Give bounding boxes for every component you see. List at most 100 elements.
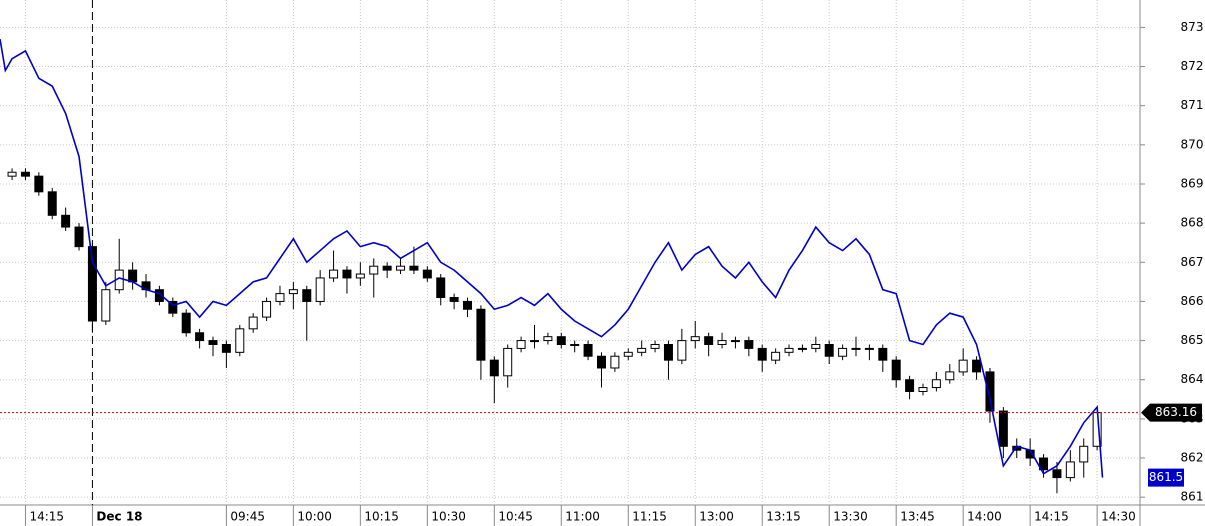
y-tick-label: 862 [1181, 451, 1204, 465]
candle-body [851, 347, 861, 350]
candle-body [891, 359, 901, 381]
candle-body [248, 316, 258, 330]
x-tick-label: 09:45 [230, 510, 265, 524]
candle-body [530, 340, 540, 343]
line-series [0, 39, 1104, 478]
y-tick-label: 864 [1181, 372, 1204, 386]
candle-body [744, 340, 754, 349]
x-tick-label: 10:00 [297, 510, 332, 524]
x-tick-label: 14:15 [1034, 510, 1069, 524]
candle-body [583, 343, 593, 357]
x-tick-label: 10:15 [364, 510, 399, 524]
x-tick-label: 14:30 [1101, 510, 1136, 524]
plot-area [0, 0, 1140, 505]
candle-body [476, 308, 486, 361]
candle-body [449, 297, 459, 302]
candle-body [797, 347, 807, 350]
candle-body [878, 347, 888, 361]
y-tick-label: 867 [1181, 255, 1204, 269]
candle-body [208, 340, 218, 345]
candle-body [838, 347, 848, 357]
x-tick-label: 11:15 [632, 510, 667, 524]
line-last-box [1148, 468, 1184, 487]
last-price-label: 863.16 [1155, 405, 1197, 419]
candle-body [663, 343, 673, 361]
candle-body [288, 289, 298, 295]
candle-body [74, 226, 84, 248]
y-tick-label: 872 [1181, 59, 1204, 73]
candle-body [972, 359, 982, 373]
y-tick-label: 873 [1181, 20, 1204, 34]
candle-body [543, 336, 553, 342]
candle-body [128, 269, 138, 283]
candle-body [637, 347, 647, 353]
candle-body [824, 343, 834, 357]
y-tick-label: 861 [1181, 490, 1204, 504]
candle-body [1065, 461, 1075, 479]
candle-body [757, 347, 767, 361]
candle-body [47, 191, 57, 216]
y-tick-label: 871 [1181, 98, 1204, 112]
candle-body [771, 351, 781, 361]
x-tick-label: 13:00 [699, 510, 734, 524]
x-tick-label: Dec 18 [96, 510, 142, 524]
candle-body [730, 340, 740, 343]
candle-body [329, 269, 339, 279]
candle-body [101, 289, 111, 322]
candle-body [20, 171, 30, 177]
candle-body [1039, 457, 1049, 471]
candle-body [905, 379, 915, 392]
x-tick-label: 13:45 [900, 510, 935, 524]
candle-body [342, 269, 352, 279]
y-tick-label: 869 [1181, 176, 1204, 190]
candle-body [7, 171, 17, 177]
candle-body [570, 343, 580, 346]
candle-body [302, 289, 312, 302]
candle-body [315, 277, 325, 302]
candle-body [918, 387, 928, 392]
candle-body [489, 359, 499, 377]
candle-body [382, 265, 392, 271]
x-tick-label: 13:30 [833, 510, 868, 524]
candle-body [503, 347, 513, 377]
y-tick-label: 865 [1181, 333, 1204, 347]
candle-body [945, 371, 955, 381]
x-tick-label: 10:30 [431, 510, 466, 524]
candle-body [396, 265, 406, 271]
candle-body [275, 293, 285, 302]
candle-body [195, 332, 205, 342]
y-tick-label: 866 [1181, 294, 1204, 308]
line-last-label: 861.5 [1149, 470, 1183, 484]
candle-body [998, 410, 1008, 447]
candle-body [717, 340, 727, 345]
x-tick-label: 10:45 [498, 510, 533, 524]
candle-body [704, 336, 714, 345]
candle-body [1052, 469, 1062, 479]
candle-body [87, 246, 97, 322]
candle-body [34, 175, 44, 193]
x-tick-label: 11:00 [565, 510, 600, 524]
candle-body [931, 379, 941, 389]
candle-body [181, 312, 191, 334]
candle-body [409, 265, 419, 271]
x-tick-label: 14:00 [967, 510, 1002, 524]
candle-body [623, 351, 633, 357]
candle-body [650, 343, 660, 349]
candle-body [556, 336, 566, 345]
candle-body [355, 273, 365, 279]
x-tick-label: 13:15 [766, 510, 801, 524]
candle-body [463, 300, 473, 310]
candle-body [235, 328, 245, 353]
candle-body [610, 355, 620, 369]
candle-body [262, 300, 272, 318]
candle-body [154, 289, 164, 302]
candle-body [690, 336, 700, 342]
last-price-box [1141, 403, 1202, 422]
candle-body [811, 343, 821, 349]
candle-body [168, 300, 178, 314]
y-tick-label: 868 [1181, 216, 1204, 230]
candle-body [422, 269, 432, 279]
